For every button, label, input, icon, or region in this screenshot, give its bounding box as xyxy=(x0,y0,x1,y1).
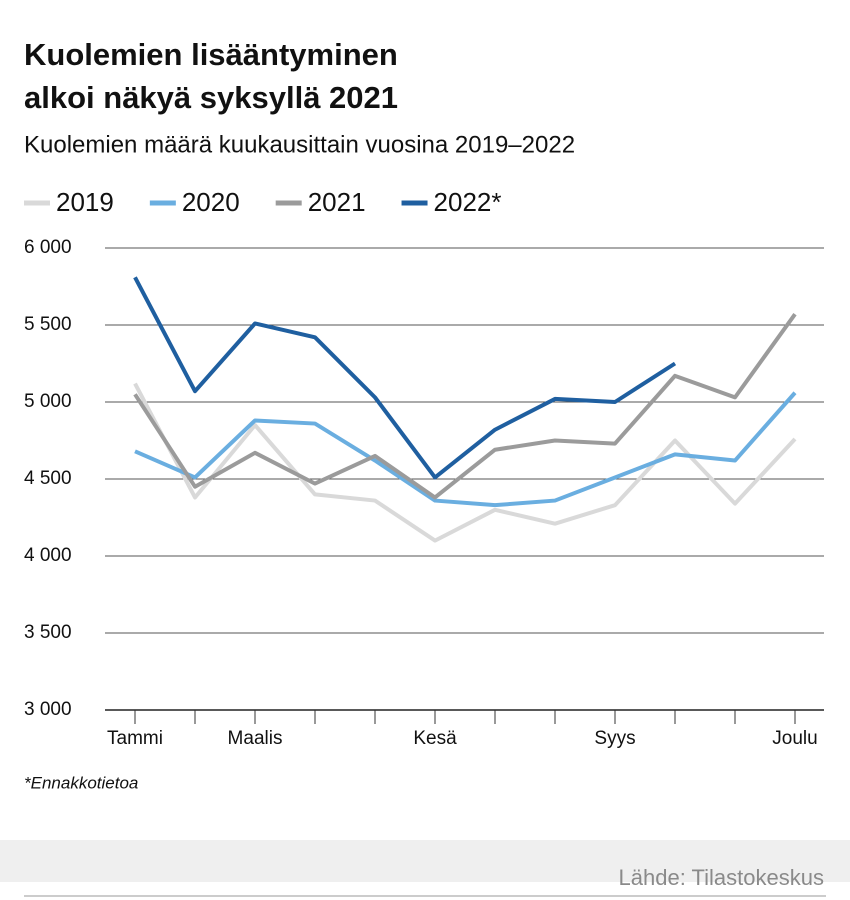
legend-label: 2021 xyxy=(308,187,366,217)
series-line xyxy=(134,391,797,508)
legend-label: 2022* xyxy=(434,187,502,217)
y-tick-label: 5 000 xyxy=(24,391,72,412)
series-line xyxy=(133,313,797,500)
source-band xyxy=(0,840,850,882)
legend-label: 2020 xyxy=(182,187,240,217)
source: Lähde: Tilastokeskus xyxy=(619,865,824,890)
footnote: *Ennakkotietoa xyxy=(24,773,138,792)
y-tick-label: 6 000 xyxy=(24,237,72,258)
y-tick-label: 5 500 xyxy=(24,314,72,335)
series-line xyxy=(133,276,677,480)
y-tick-label: 3 000 xyxy=(24,699,72,720)
x-tick-label: Joulu xyxy=(772,728,817,749)
x-tick-label: Syys xyxy=(594,728,635,749)
y-tick-label: 3 500 xyxy=(24,622,72,643)
x-tick-label: Kesä xyxy=(413,728,457,749)
y-tick-label: 4 500 xyxy=(24,468,72,489)
chart-title: Kuolemien lisääntyminen xyxy=(24,37,398,72)
y-tick-label: 4 000 xyxy=(24,545,72,566)
x-tick-label: Maalis xyxy=(228,728,283,749)
series-line xyxy=(133,382,797,543)
chart-subtitle: Kuolemien määrä kuukausittain vuosina 20… xyxy=(24,131,575,158)
legend-label: 2019 xyxy=(56,187,114,217)
x-tick-label: Tammi xyxy=(107,728,163,749)
chart-title: alkoi näkyä syksyllä 2021 xyxy=(24,80,398,115)
